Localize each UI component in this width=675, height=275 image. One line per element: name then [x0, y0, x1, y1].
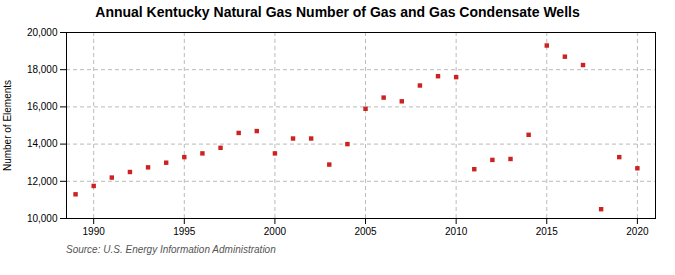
- svg-text:10,000: 10,000: [27, 213, 58, 224]
- svg-text:12,000: 12,000: [27, 176, 58, 187]
- html-text:Annual Kentucky Natural Gas Nu: Annual Kentucky Natural Gas Number of Ga…: [95, 4, 580, 20]
- svg-text:Number of Elements: Number of Elements: [2, 80, 13, 171]
- svg-text:18,000: 18,000: [27, 64, 58, 75]
- svg-text:2020: 2020: [626, 226, 649, 237]
- svg-text:20,000: 20,000: [27, 27, 58, 38]
- svg-text:2005: 2005: [354, 226, 377, 237]
- svg-text:2010: 2010: [445, 226, 468, 237]
- html-text:Source: U.S. Energy Informatio: Source: U.S. Energy Information Administ…: [66, 244, 276, 255]
- svg-text:16,000: 16,000: [27, 101, 58, 112]
- svg-text:2000: 2000: [264, 226, 287, 237]
- svg-text:1990: 1990: [83, 226, 106, 237]
- svg-text:2015: 2015: [536, 226, 559, 237]
- svg-text:14,000: 14,000: [27, 138, 58, 149]
- svg-text:1995: 1995: [173, 226, 196, 237]
